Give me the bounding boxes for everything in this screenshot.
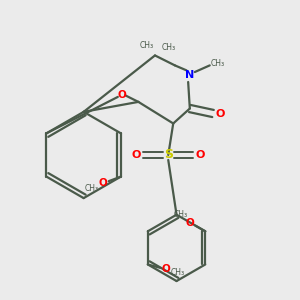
Text: O: O: [196, 150, 205, 160]
Text: O: O: [117, 90, 126, 100]
Text: O: O: [162, 264, 170, 274]
Text: CH₃: CH₃: [211, 59, 225, 68]
Text: S: S: [164, 148, 173, 161]
Text: CH₃: CH₃: [171, 268, 185, 277]
Text: O: O: [98, 178, 107, 188]
Text: O: O: [131, 150, 141, 160]
Text: CH₃: CH₃: [173, 210, 188, 219]
Text: O: O: [186, 218, 195, 228]
Text: CH₃: CH₃: [161, 43, 175, 52]
Text: CH₃: CH₃: [140, 41, 154, 50]
Text: O: O: [216, 109, 225, 118]
Text: N: N: [185, 70, 194, 80]
Text: CH₃: CH₃: [85, 184, 99, 193]
